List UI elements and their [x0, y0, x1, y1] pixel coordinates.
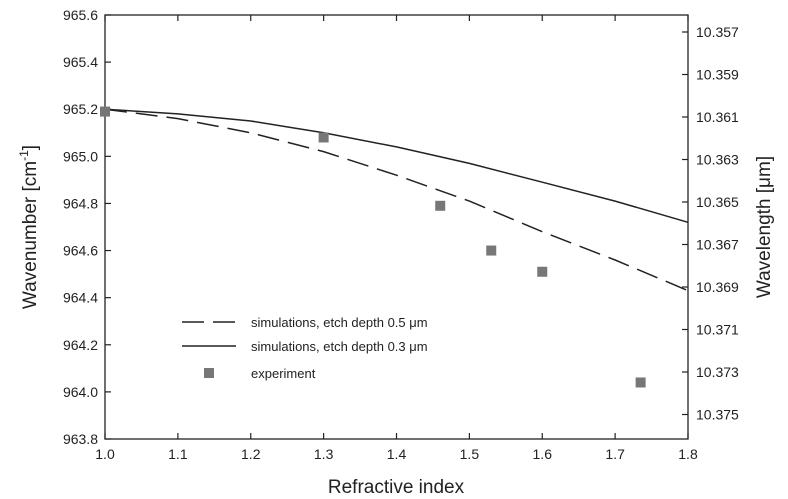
y-tick-label: 964.4 [63, 290, 98, 306]
y2-tick-label: 10.367 [696, 237, 739, 253]
legend-label: simulations, etch depth 0.5 μm [251, 315, 428, 330]
y2-axis-title: Wavelength [μm] [754, 156, 775, 298]
y-axis-title: Wavenumber [cm-1] [17, 145, 41, 309]
legend-label: simulations, etch depth 0.3 μm [251, 339, 428, 354]
y2-tick-label: 10.365 [696, 194, 739, 210]
x-tick-label: 1.2 [241, 446, 261, 462]
y-axis-title-sup: -1 [17, 150, 31, 161]
experiment-point [537, 266, 548, 277]
y2-tick-label: 10.371 [696, 322, 739, 338]
x-tick-label: 1.4 [387, 446, 407, 462]
experiment-point [635, 377, 646, 388]
x-axis-ticks: 1.0 1.1 1.2 1.3 1.4 1.5 1.6 1.7 1.8 [95, 15, 698, 462]
x-tick-label: 1.5 [460, 446, 480, 462]
y2-tick-label: 10.357 [696, 24, 739, 40]
series-line-0-3um [104, 108, 689, 224]
legend: simulations, etch depth 0.5 μm simulation… [182, 315, 428, 381]
plot-frame [104, 14, 689, 440]
y2-tick-label: 10.363 [696, 152, 739, 168]
y-axis-ticks: 963.8 964.0 964.2 964.4 964.6 964.8 965.0 965.2… [63, 7, 111, 447]
y-tick-label: 964.6 [63, 243, 98, 259]
x-tick-label: 1.7 [605, 446, 625, 462]
x-axis-title: Refractive index [328, 477, 465, 498]
y2-tick-label: 10.375 [696, 407, 739, 423]
y-axis-title-main: Wavenumber [cm [20, 161, 41, 309]
y-axis-title-end: ] [20, 145, 41, 150]
y-tick-label: 964.2 [63, 337, 98, 353]
y2-tick-label: 10.361 [696, 109, 739, 125]
y-tick-label: 965.2 [63, 101, 98, 117]
legend-swatch-experiment [204, 368, 214, 378]
y-tick-label: 963.8 [63, 431, 98, 447]
legend-label: experiment [251, 366, 316, 381]
y-tick-label: 965.6 [63, 7, 98, 23]
series-line-0-5um [104, 108, 689, 292]
x-tick-label: 1.8 [678, 446, 698, 462]
y2-tick-label: 10.359 [696, 67, 739, 83]
experiment-point [318, 132, 329, 143]
y2-axis-ticks: 10.357 10.359 10.361 10.363 10.365 10.367 10.3… [682, 24, 739, 423]
y-tick-label: 964.0 [63, 384, 98, 400]
experiment-point [100, 106, 110, 117]
x-tick-label: 1.0 [95, 446, 115, 462]
x-tick-label: 1.1 [168, 446, 188, 462]
series-layer [100, 106, 689, 388]
x-tick-label: 1.3 [314, 446, 334, 462]
x-tick-label: 1.6 [533, 446, 553, 462]
experiment-point [435, 200, 446, 211]
y-tick-label: 965.0 [63, 148, 98, 164]
y2-tick-label: 10.369 [696, 279, 739, 295]
y-tick-label: 965.4 [63, 54, 98, 70]
experiment-point [486, 245, 497, 256]
y2-tick-label: 10.373 [696, 364, 739, 380]
y-tick-label: 964.8 [63, 195, 98, 211]
